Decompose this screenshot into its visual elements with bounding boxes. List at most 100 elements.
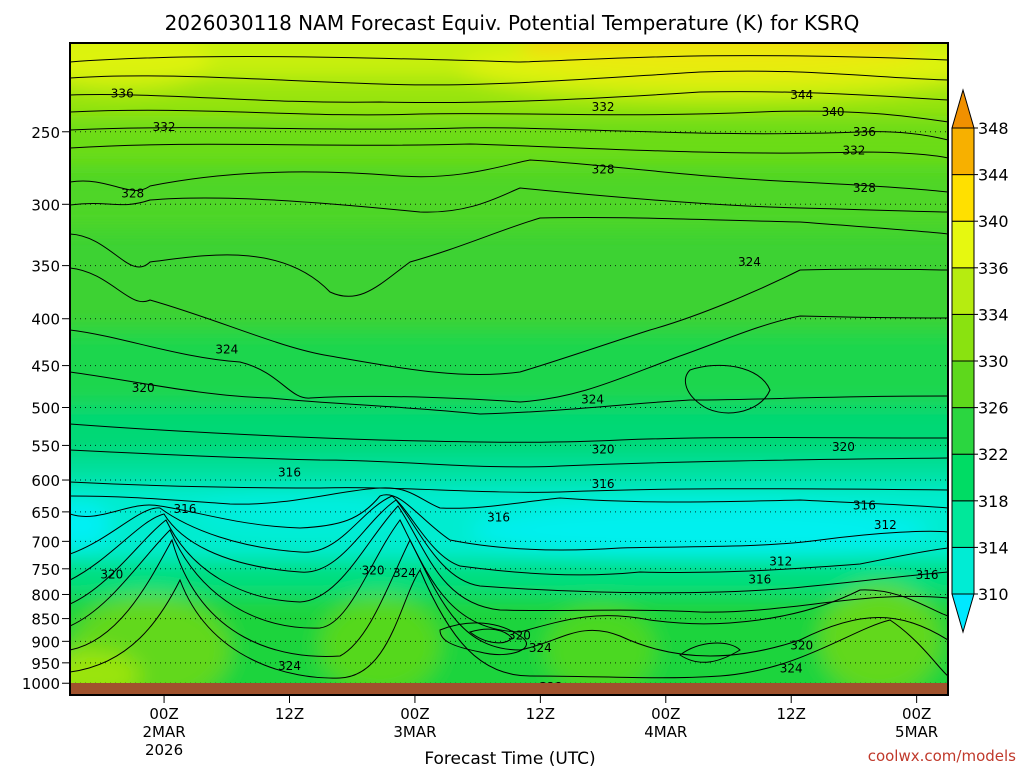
contour-line-cold-2 [70,494,948,551]
contour-label-30: 320 [790,639,813,653]
contour-line-low-6 [439,622,527,656]
x-axis-label: Forecast Time (UTC) [424,749,595,768]
field-band-mid-1 [70,230,948,340]
contour-label-2: 328 [121,187,144,201]
colorbar-label-326: 326 [978,399,1009,418]
y-tick-label-700: 700 [31,533,60,551]
y-tick-label-600: 600 [31,472,60,490]
contour-label-21: 312 [874,518,897,532]
contour-label-10: 324 [215,342,238,356]
contour-label-11: 320 [132,381,155,395]
contour-label-6: 340 [822,105,845,119]
contour-line-low-3 [70,519,948,633]
x-tick-label-30-1: 00Z [400,705,429,723]
x-tick-label-6-3: 2026 [145,741,183,759]
colorbar-band-344 [951,127,975,176]
contour-label-16: 316 [278,466,301,480]
colorbar-label-310: 310 [978,585,1009,604]
y-tick-label-650: 650 [31,504,60,522]
field-band-upper-3 [70,116,948,166]
contour-line-low-4 [70,538,948,657]
contour-line-mid-1 [70,216,948,297]
contour-line-316 [70,481,948,493]
contour-line-upper-3 [70,91,948,104]
contour-line-low-1 [70,499,948,594]
field-warm-low-3 [545,605,655,695]
colorbar-under [951,593,975,634]
contour-line-324 [70,267,948,376]
plot-area: 3363323283323283443403363323283243203243… [70,43,948,695]
colorbar-label-336: 336 [978,259,1009,278]
contour-line-cold-3 [70,495,948,576]
contour-label-13: 324 [581,392,604,406]
x-tick-label-78-2: 5MAR [895,723,938,741]
colorbar-label-334: 334 [978,305,1009,324]
colorbar-label-340: 340 [978,212,1009,231]
x-tick-label-18-1: 12Z [275,705,304,723]
contour-label-0: 336 [111,86,134,100]
contour-label-17: 316 [592,477,615,491]
y-tick-label-500: 500 [31,400,60,418]
contour-line-low-2 [70,505,948,613]
field-band-mid-2 [70,330,948,410]
x-tick-label-6-2: 2MAR [142,723,185,741]
contour-label-32: 324 [278,659,301,673]
colorbar-band-334 [951,267,975,315]
field-warm-left [70,43,210,90]
colorbar-band-318 [951,453,975,502]
contour-label-23: 316 [748,572,771,586]
contour-label-20: 316 [853,499,876,513]
plot-frame [69,42,949,696]
contour-label-8: 332 [842,143,865,157]
colorbar-band-310 [951,546,975,595]
contour-line-mid-2 [70,315,948,403]
field-warm-low-2 [320,595,440,695]
contour-label-27: 324 [393,566,416,580]
contour-label-1: 332 [153,120,176,134]
field-warm-low-4 [820,585,940,695]
contour-label-4: 328 [592,163,615,177]
contour-line-320 [70,423,948,443]
contour-label-25: 320 [100,568,123,582]
chart-title: 2026030118 NAM Forecast Equiv. Potential… [165,11,860,35]
y-tick-label-400: 400 [31,311,60,329]
ground-strip [70,683,948,695]
x-tick-label-30-2: 3MAR [393,723,436,741]
contour-line-328 [70,159,948,193]
x-tick-label-54-2: 4MAR [644,723,687,741]
x-tick-label-42-1: 12Z [526,705,555,723]
contour-line-low-8 [684,364,771,414]
contour-label-31: 324 [780,662,803,676]
contour-label-7: 336 [853,125,876,139]
y-tick-label-300: 300 [31,196,60,214]
contour-line-upper-7 [70,187,948,213]
y-tick-label-750: 750 [31,561,60,579]
colorbar-band-340 [951,174,975,222]
contour-label-15: 320 [832,440,855,454]
contour-label-19: 316 [487,510,510,524]
x-tick-label-66-1: 12Z [777,705,806,723]
contour-line-cold-1 [70,487,948,509]
contour-line-upper-1 [70,55,948,63]
colorbar-band-330 [951,313,975,362]
colorbar-label-348: 348 [978,119,1009,138]
contour-label-28: 320 [508,629,531,643]
colorbar-label-314: 314 [978,538,1009,557]
contour-line-upper-6 [70,143,948,159]
credit-text: coolwx.com/models [868,747,1016,765]
colorbar-band-322 [951,407,975,455]
colorbar-label-330: 330 [978,352,1009,371]
contour-line-upper-2 [70,70,948,86]
x-tick-label-54-1: 00Z [651,705,680,723]
y-tick-label-1000: 1000 [22,675,60,693]
field-cold-core-1 [470,504,930,556]
contour-label-18: 316 [174,502,197,516]
colorbar-label-344: 344 [978,166,1009,185]
colorbar-label-318: 318 [978,492,1009,511]
contour-line-mid-4 [70,449,948,468]
contour-label-3: 332 [592,100,615,114]
x-tick-label-6-1: 00Z [149,705,178,723]
contour-line-low-5 [70,568,948,679]
contour-label-29: 324 [529,641,552,655]
